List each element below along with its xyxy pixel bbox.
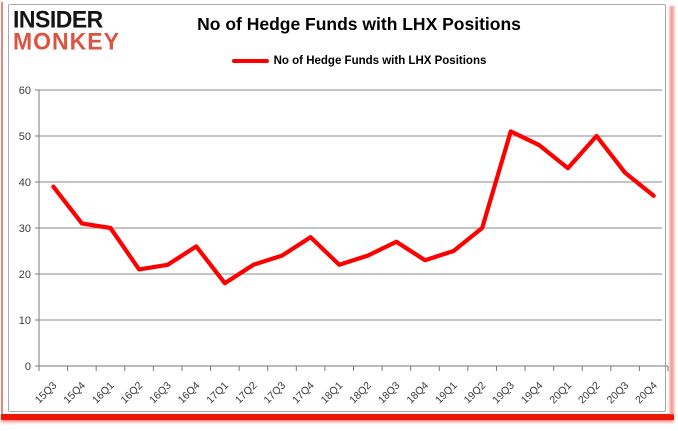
legend-label: No of Hedge Funds with LHX Positions [273,55,487,67]
chart-title: No of Hedge Funds with LHX Positions [197,14,521,34]
logo-text-insider: INSIDER [13,5,103,33]
logo-text-monkey: MONKEY [13,27,120,55]
frame-left-border [1,2,3,419]
legend: No of Hedge Funds with LHX Positions [130,55,588,67]
legend-line-swatch [231,59,269,63]
frame-right-glow [668,6,676,415]
insider-monkey-logo: INSIDER MONKEY [13,5,120,55]
frame-bottom-border [1,414,674,420]
